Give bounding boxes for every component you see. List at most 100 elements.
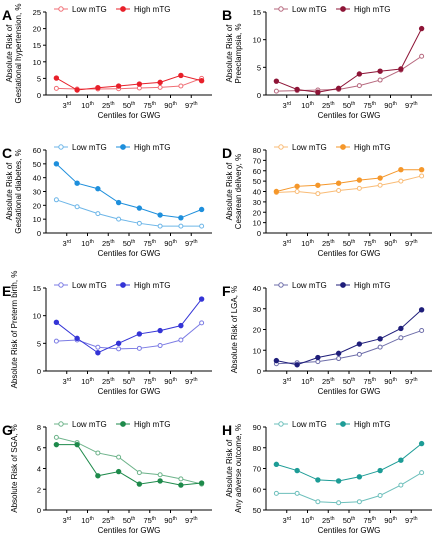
data-point-high xyxy=(418,167,425,173)
x-tick-label: 25th xyxy=(102,377,115,386)
legend-high-marker xyxy=(120,421,126,427)
legend-high-label: High mTG xyxy=(354,420,390,429)
y-axis-title: Absolute Risk of xyxy=(225,439,234,498)
data-point-low xyxy=(136,220,142,226)
panel-b: B 0 5 10 15 3rd 10th 25th 50th 75th 90th 97th Centil… xyxy=(222,5,432,120)
legend-low-marker xyxy=(278,6,284,12)
x-tick-label: 75th xyxy=(363,377,376,386)
legend-high-marker xyxy=(340,282,346,288)
x-tick-label: 25th xyxy=(322,239,335,248)
series-line-high xyxy=(276,28,423,93)
data-point-low xyxy=(398,178,404,184)
data-point-low xyxy=(178,223,184,229)
x-tick-label: 75th xyxy=(143,377,156,386)
x-tick-label: 3rd xyxy=(282,377,291,386)
y-tick-label: 5 xyxy=(257,63,261,72)
data-point-high xyxy=(74,441,80,448)
data-point-low xyxy=(356,83,362,89)
x-tick-label: 97th xyxy=(185,101,198,110)
data-point-low xyxy=(178,337,184,343)
data-point-high xyxy=(95,186,101,192)
legend-high-label: High mTG xyxy=(134,281,170,290)
y-tick-label: 50 xyxy=(33,160,41,169)
data-point-low xyxy=(116,216,122,222)
data-point-low xyxy=(273,88,279,94)
x-tick-label: 10th xyxy=(81,101,94,110)
data-point-low xyxy=(157,472,163,478)
y-axis-title: Absolute Risk of Preterm birth, % xyxy=(10,271,19,389)
x-axis-title: Centiles for GWG xyxy=(98,387,161,396)
panel-letter: G xyxy=(2,422,13,438)
data-point-high xyxy=(315,89,321,95)
x-tick-label: 10th xyxy=(301,239,314,248)
x-tick-label: 10th xyxy=(81,239,94,248)
y-tick-label: 40 xyxy=(253,284,261,293)
series-line-high xyxy=(276,443,422,482)
data-point-high xyxy=(398,325,404,332)
data-point-high xyxy=(74,335,80,342)
panel-g: G 0 2 4 6 8 3rd 10th 25th 50th 75th 90th 97th Centile… xyxy=(2,420,212,535)
panel-h: H 50 60 70 80 90 3rd 10th 25th 50th 75th 90th 97th Ce… xyxy=(222,420,432,535)
data-point-high xyxy=(53,75,60,81)
data-point-low xyxy=(199,223,205,229)
data-point-low xyxy=(356,351,362,357)
x-tick-label: 3rd xyxy=(62,377,71,386)
y-tick-label: 50 xyxy=(253,506,261,515)
data-point-low xyxy=(315,359,321,365)
data-point-low xyxy=(336,356,342,362)
y-tick-label: 20 xyxy=(253,326,261,335)
data-point-high xyxy=(273,357,280,364)
y-tick-label: 0 xyxy=(257,367,261,376)
y-tick-label: 20 xyxy=(33,201,41,210)
x-tick-label: 90th xyxy=(384,377,397,386)
data-point-high xyxy=(315,477,321,483)
data-point-low xyxy=(419,53,425,59)
y-tick-label: 5 xyxy=(37,74,41,83)
data-point-high xyxy=(198,206,205,213)
x-tick-label: 25th xyxy=(322,377,335,386)
y-tick-label: 60 xyxy=(253,167,261,176)
legend-low-label: Low mTG xyxy=(292,143,327,152)
y-tick-label: 15 xyxy=(33,41,41,50)
data-point-high xyxy=(398,457,404,463)
data-point-low xyxy=(53,85,59,91)
data-point-low xyxy=(95,211,101,217)
y-tick-label: 60 xyxy=(253,485,261,494)
y-tick-label: 20 xyxy=(253,208,261,217)
data-point-low xyxy=(116,346,122,352)
x-tick-label: 90th xyxy=(164,101,177,110)
y-tick-label: 10 xyxy=(253,219,261,228)
data-point-high xyxy=(53,161,60,167)
data-point-high xyxy=(418,440,425,447)
x-tick-label: 50th xyxy=(343,377,356,386)
data-point-low xyxy=(53,197,59,203)
y-axis-title: Absolute Risk of xyxy=(225,24,234,83)
y-tick-label: 10 xyxy=(33,58,41,67)
x-tick-label: 3rd xyxy=(62,101,71,110)
series-line-low xyxy=(276,330,422,365)
data-point-high xyxy=(115,340,122,347)
x-tick-label: 97th xyxy=(405,101,418,110)
x-tick-label: 25th xyxy=(102,101,115,110)
legend-high-label: High mTG xyxy=(354,281,390,290)
legend-high-label: High mTG xyxy=(354,5,390,14)
data-point-low xyxy=(377,182,383,188)
legend-high-marker xyxy=(120,144,126,150)
legend-low-label: Low mTG xyxy=(72,281,107,290)
data-point-low xyxy=(53,338,59,344)
x-tick-label: 50th xyxy=(123,101,136,110)
data-point-high xyxy=(198,480,205,486)
data-point-high xyxy=(74,87,80,93)
y-tick-label: 30 xyxy=(253,198,261,207)
series-line-high xyxy=(56,163,202,219)
legend-low-label: Low mTG xyxy=(72,143,107,152)
x-tick-label: 90th xyxy=(384,101,397,110)
data-point-high xyxy=(335,180,342,186)
x-tick-label: 97th xyxy=(185,516,198,525)
data-point-low xyxy=(356,185,362,191)
y-tick-label: 70 xyxy=(253,465,261,474)
data-point-high xyxy=(335,350,342,357)
x-tick-label: 10th xyxy=(81,516,94,525)
data-point-high xyxy=(178,322,184,329)
